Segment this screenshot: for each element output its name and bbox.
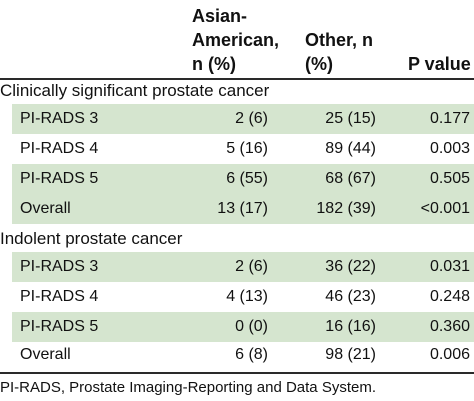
table-row: Overall 6 (8) 98 (21) 0.006 xyxy=(0,340,474,370)
section-title-clinically-significant: Clinically significant prostate cancer xyxy=(0,81,270,100)
cell-p-value: 0.177 xyxy=(429,110,470,127)
table-row: PI-RADS 5 6 (55) 68 (67) 0.505 xyxy=(12,164,474,194)
cell-asian: 13 (17) xyxy=(217,200,268,217)
cell-p-value: <0.001 xyxy=(420,200,470,217)
row-label: PI-RADS 4 xyxy=(20,140,99,157)
header-rule xyxy=(0,78,474,80)
column-header-asian-american: Asian- American, n (%) xyxy=(192,4,279,76)
table-row: PI-RADS 3 2 (6) 36 (22) 0.031 xyxy=(12,252,474,282)
cell-asian: 5 (16) xyxy=(226,140,268,157)
section-title-indolent: Indolent prostate cancer xyxy=(0,229,183,248)
column-header-other: Other, n (%) xyxy=(305,28,373,76)
cell-other: 182 (39) xyxy=(316,200,376,217)
cell-other: 89 (44) xyxy=(325,140,376,157)
cell-asian: 4 (13) xyxy=(226,288,268,305)
table-row: PI-RADS 4 5 (16) 89 (44) 0.003 xyxy=(0,134,474,164)
row-label: PI-RADS 3 xyxy=(20,110,99,127)
table-row: Overall 13 (17) 182 (39) <0.001 xyxy=(12,194,474,224)
cell-other: 98 (21) xyxy=(325,346,376,363)
cell-asian: 6 (55) xyxy=(226,170,268,187)
row-label: Overall xyxy=(20,346,71,363)
cell-asian: 2 (6) xyxy=(235,258,268,275)
cell-p-value: 0.031 xyxy=(429,258,470,275)
column-header-p-value: P value xyxy=(408,54,471,74)
cell-other: 46 (23) xyxy=(325,288,376,305)
table-row: PI-RADS 4 4 (13) 46 (23) 0.248 xyxy=(0,282,474,312)
cell-other: 68 (67) xyxy=(325,170,376,187)
header-other-line1: Other, n xyxy=(305,30,374,50)
footer-rule xyxy=(0,372,474,374)
table-row: PI-RADS 5 0 (0) 16 (16) 0.360 xyxy=(12,312,474,342)
cell-other: 36 (22) xyxy=(325,258,376,275)
row-label: Overall xyxy=(20,200,71,217)
header-other-line2: (%) xyxy=(305,54,333,74)
header-asian-line3: n (%) xyxy=(192,54,236,74)
cell-p-value: 0.248 xyxy=(429,288,470,305)
header-asian-line1: Asian- xyxy=(192,6,248,26)
cell-other: 25 (15) xyxy=(325,110,376,127)
cell-other: 16 (16) xyxy=(325,318,376,335)
row-label: PI-RADS 5 xyxy=(20,170,99,187)
row-label: PI-RADS 3 xyxy=(20,258,99,275)
cell-asian: 6 (8) xyxy=(235,346,268,363)
cell-p-value: 0.360 xyxy=(429,318,470,335)
cell-p-value: 0.003 xyxy=(429,140,470,157)
cell-asian: 2 (6) xyxy=(235,110,268,127)
cell-p-value: 0.505 xyxy=(429,170,470,187)
table-row: PI-RADS 3 2 (6) 25 (15) 0.177 xyxy=(12,104,474,134)
header-asian-line2: American, xyxy=(192,30,280,50)
cell-p-value: 0.006 xyxy=(429,346,470,363)
row-label: PI-RADS 4 xyxy=(20,288,99,305)
cell-asian: 0 (0) xyxy=(235,318,268,335)
row-label: PI-RADS 5 xyxy=(20,318,99,335)
table-footnote: PI-RADS, Prostate Imaging-Reporting and … xyxy=(0,379,376,396)
